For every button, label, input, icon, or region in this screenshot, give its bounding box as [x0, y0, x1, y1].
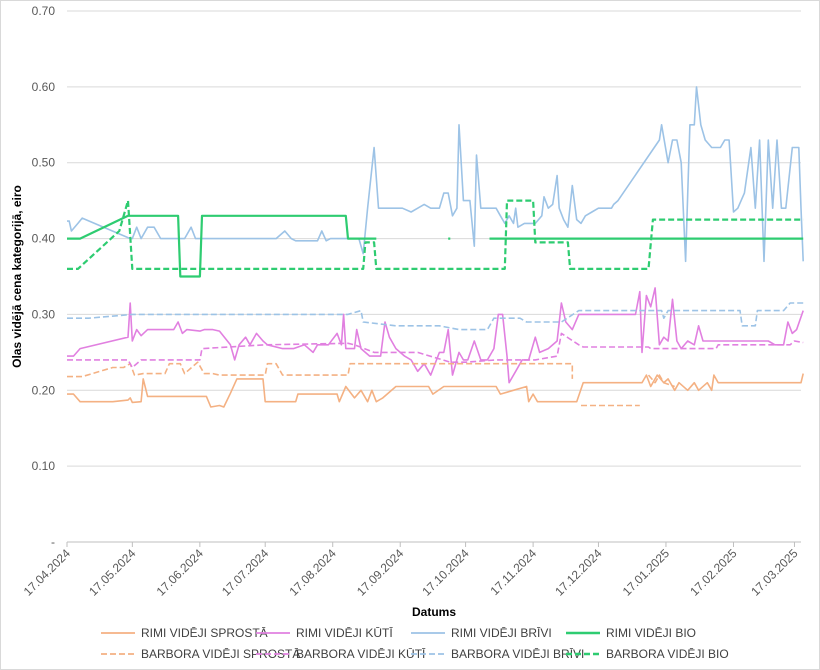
y-tick-label: 0.60 — [32, 80, 56, 94]
x-tick-label: 17.02.2025 — [687, 546, 740, 599]
legend-label: RIMI VIDĒJI BRĪVI — [451, 626, 552, 640]
series-line-3 — [67, 86, 804, 263]
x-axis-title: Datums — [412, 605, 456, 619]
x-tick-label: 17.05.2024 — [86, 546, 139, 599]
x-tick-label: 17.10.2024 — [419, 546, 472, 599]
x-tick-label: 17.03.2025 — [748, 546, 801, 599]
y-tick-label: 0.40 — [32, 232, 56, 246]
y-axis-title: Olas vidējā cena kategorijā, eiro — [10, 185, 24, 368]
y-tick-label: - — [51, 535, 55, 549]
x-tick-label: 17.08.2024 — [286, 546, 339, 599]
series-line-1 — [67, 373, 804, 408]
y-tick-label: 0.30 — [32, 307, 56, 321]
x-tick-label: 17.07.2024 — [219, 546, 272, 599]
legend-label: RIMI VIDĒJI BIO — [606, 626, 696, 640]
x-tick-label: 17.01.2025 — [620, 546, 673, 599]
y-tick-label: 0.10 — [32, 459, 56, 473]
legend-label: RIMI VIDĒJI SPROSTĀ — [141, 626, 268, 640]
legend-label: BARBORA VIDĒJI KŪTĪ — [296, 647, 426, 661]
series-line-2 — [67, 287, 804, 384]
series-line-8 — [67, 199, 804, 270]
legend-label: BARBORA VIDĒJI BRĪVI — [451, 647, 584, 661]
series-line-6 — [67, 332, 804, 369]
y-tick-label: 0.20 — [32, 383, 56, 397]
x-tick-label: 17.06.2024 — [154, 546, 207, 599]
x-tick-label: 17.09.2024 — [354, 546, 407, 599]
y-tick-label: 0.70 — [32, 4, 56, 18]
y-tick-label: 0.50 — [32, 156, 56, 170]
x-tick-label: 17.12.2024 — [552, 546, 605, 599]
series-line-4 — [67, 214, 804, 278]
series-line-7 — [67, 302, 804, 331]
legend-label: BARBORA VIDĒJI BIO — [606, 647, 729, 661]
legend-label: RIMI VIDĒJI KŪTĪ — [296, 626, 393, 640]
x-tick-label: 17.04.2024 — [21, 546, 74, 599]
legend-label: BARBORA VIDĒJI SPROSTĀ — [141, 647, 300, 661]
x-tick-label: 17.11.2024 — [487, 546, 539, 598]
